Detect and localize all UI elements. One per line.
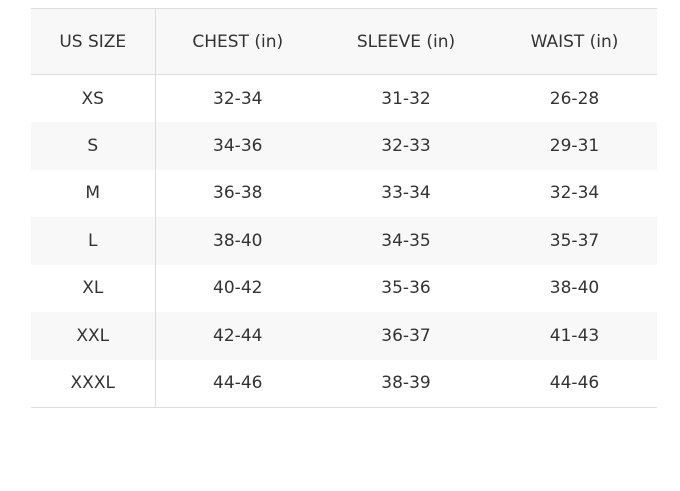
table-cell: 34-36 [213, 135, 263, 156]
table-cell: XXL [31, 312, 156, 360]
table-cell: 38-40 [549, 278, 600, 299]
table-cell: 33-34 [381, 183, 431, 204]
table-cell: 44-46 [549, 373, 600, 393]
table-cell: 31-32 [381, 88, 431, 109]
header-cell: WAIST (in) [530, 31, 619, 52]
table-cell: 41-43 [549, 325, 600, 346]
table-cell: 35-37 [549, 230, 600, 251]
table-cell: 26-28 [549, 88, 600, 109]
header-cell: US SIZE [31, 8, 156, 75]
table-cell: 35-36 [381, 278, 431, 299]
table-row: M 36-38 33-34 32-34 [31, 169, 657, 217]
table-row: XS 32-34 31-32 26-28 [31, 74, 657, 122]
table-header: US SIZE CHEST (in) SLEEVE (in) WAIST (in) [31, 8, 657, 75]
table-cell: 36-38 [213, 183, 263, 204]
table-cell: 40-42 [213, 278, 263, 299]
table-row: XL 40-42 35-36 38-40 [31, 264, 657, 312]
table-cell: 32-34 [549, 183, 600, 204]
table-cell: 32-33 [381, 135, 431, 156]
table-row: XXL 42-44 36-37 41-43 [31, 312, 657, 360]
table-cell: 32-34 [213, 88, 263, 109]
header-row: US SIZE CHEST (in) SLEEVE (in) WAIST (in) [31, 8, 657, 75]
table-cell: XXXL [31, 359, 156, 407]
table-cell: 42-44 [213, 325, 263, 346]
table-cell: S [31, 122, 156, 170]
table-body: XS 32-34 31-32 26-28 S 34-36 32-33 29-31 M 36-38 3… [31, 74, 657, 407]
table-cell: M [31, 169, 156, 217]
table-row: XXXL 44-46 38-39 44-46 [31, 359, 657, 407]
table-cell: L [31, 217, 156, 265]
table-cell: 34-35 [381, 230, 431, 251]
table-cell: 44-46 [213, 373, 263, 393]
size-table: US SIZE CHEST (in) SLEEVE (in) WAIST (in) X… [31, 8, 657, 408]
table-row: L 38-40 34-35 35-37 [31, 217, 657, 265]
table-cell: 29-31 [549, 135, 600, 156]
table-cell: 38-40 [213, 230, 263, 251]
table-row: S 34-36 32-33 29-31 [31, 122, 657, 170]
table-cell: 36-37 [381, 325, 431, 346]
table-cell: XL [31, 264, 156, 312]
table-cell: XS [31, 74, 156, 122]
table-cell: 38-39 [381, 373, 431, 393]
header-cell: CHEST (in) [192, 31, 284, 52]
header-cell: SLEEVE (in) [356, 31, 456, 52]
